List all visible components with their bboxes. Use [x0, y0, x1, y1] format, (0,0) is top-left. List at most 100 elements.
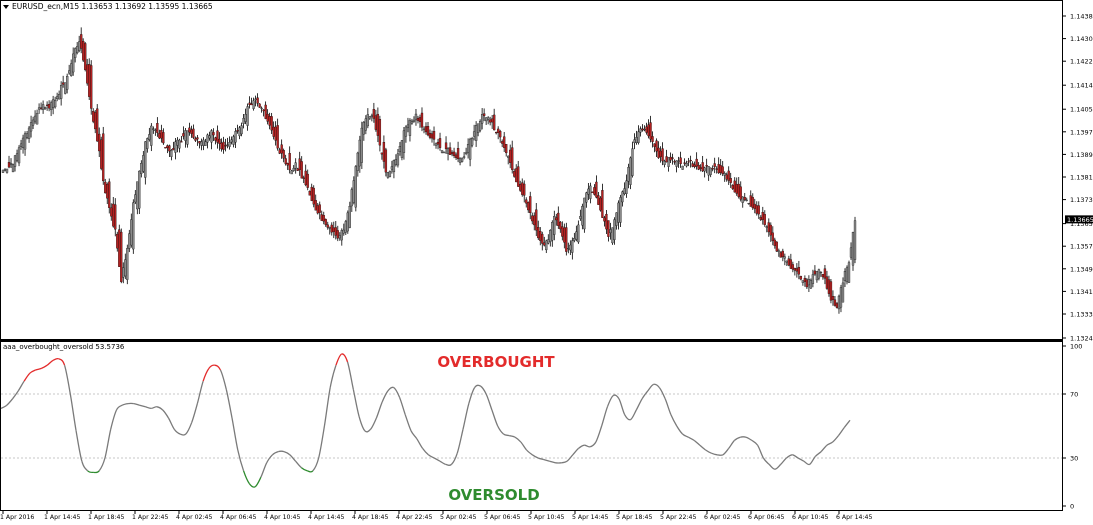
- price-tick-label: 1.14225: [1070, 58, 1093, 66]
- candle-body: [182, 133, 184, 136]
- candle-body: [774, 240, 776, 246]
- candle-body: [585, 193, 587, 202]
- candle-body: [455, 155, 457, 158]
- candle-body: [728, 171, 730, 181]
- price-tick-label: 1.13330: [1070, 310, 1093, 318]
- candle-body: [221, 143, 223, 149]
- candle-body: [349, 206, 351, 227]
- candle-body: [782, 251, 784, 257]
- candle-body: [790, 260, 792, 269]
- candle-body: [84, 43, 86, 69]
- candle-body: [42, 105, 44, 110]
- candle-body: [249, 103, 251, 105]
- candle-body: [219, 139, 221, 144]
- candle-body: [694, 165, 696, 167]
- candle-body: [828, 280, 830, 294]
- candle-body: [401, 141, 403, 158]
- candle-body: [471, 138, 473, 145]
- candle-body: [98, 134, 100, 151]
- candle-body: [72, 54, 74, 72]
- candle-body: [337, 230, 339, 238]
- candle-body: [144, 142, 146, 178]
- candle-body: [501, 141, 503, 143]
- candle-body: [86, 65, 88, 84]
- candle-body: [62, 83, 64, 85]
- candle-body: [80, 34, 82, 48]
- candle-body: [247, 106, 249, 125]
- candle-body: [499, 131, 501, 137]
- candle-body: [640, 129, 642, 132]
- candle-body: [212, 132, 214, 135]
- candle-body: [289, 153, 291, 170]
- candle-body: [118, 230, 120, 267]
- candle-body: [800, 276, 802, 279]
- candle-body: [251, 104, 253, 105]
- candle-body: [581, 206, 583, 225]
- candle-body: [188, 128, 190, 132]
- candle-body: [28, 128, 30, 139]
- candle-body: [525, 200, 527, 204]
- overbought-label: OVERBOUGHT: [437, 353, 555, 371]
- candle-body: [397, 154, 399, 165]
- price-tick-label: 1.14140: [1070, 82, 1093, 90]
- candle-body: [140, 163, 142, 173]
- candle-body: [323, 215, 325, 221]
- candle-body: [419, 117, 421, 121]
- candle-body: [487, 118, 489, 119]
- candle-body: [365, 119, 367, 130]
- candle-body: [646, 127, 648, 133]
- candle-body: [637, 132, 639, 143]
- candle-body: [477, 124, 479, 133]
- candle-body: [36, 113, 38, 124]
- candle-body: [555, 218, 557, 220]
- candle-body: [377, 114, 379, 135]
- candle-body: [730, 178, 732, 182]
- candle-body: [395, 159, 397, 165]
- candle-body: [816, 271, 818, 280]
- candle-body: [559, 222, 561, 229]
- candle-body: [613, 220, 615, 240]
- candle-body: [176, 140, 178, 145]
- candle-body: [716, 169, 718, 170]
- candle-body: [341, 230, 343, 240]
- price-axis: 1.143851.143051.142251.141401.140551.139…: [1062, 13, 1093, 343]
- candle-body: [786, 261, 788, 262]
- price-tick-label: 1.13245: [1070, 335, 1093, 343]
- candle-body: [465, 153, 467, 154]
- candle-body: [635, 137, 637, 142]
- candle-body: [489, 120, 491, 122]
- candle-body: [609, 229, 611, 232]
- candle-body: [285, 158, 287, 163]
- candle-body: [654, 144, 656, 147]
- candle-body: [168, 146, 170, 151]
- candle-body: [565, 227, 567, 251]
- candle-body: [732, 185, 734, 189]
- candle-body: [18, 148, 20, 163]
- candle-body: [784, 257, 786, 259]
- candle-body: [275, 127, 277, 141]
- candle-body: [834, 300, 836, 306]
- candle-body: [662, 149, 664, 161]
- candle-body: [186, 131, 188, 145]
- candle-body: [547, 240, 549, 244]
- candle-body: [479, 121, 481, 130]
- candle-body: [443, 152, 445, 153]
- candle-body: [363, 122, 365, 134]
- candle-body: [780, 253, 782, 258]
- time-tick-label: 5 Apr 10:45: [528, 514, 564, 521]
- candle-body: [198, 141, 200, 143]
- candle-body: [283, 150, 285, 158]
- candle-body: [46, 105, 48, 106]
- candle-body: [279, 150, 281, 154]
- candle-body: [68, 71, 70, 73]
- candle-body: [407, 125, 409, 128]
- candle-body: [553, 216, 555, 234]
- candle-body: [750, 196, 752, 207]
- candle-body: [267, 114, 269, 121]
- indicator-tick-label: 30: [1070, 455, 1078, 463]
- candle-body: [563, 228, 565, 242]
- candle-body: [184, 130, 186, 140]
